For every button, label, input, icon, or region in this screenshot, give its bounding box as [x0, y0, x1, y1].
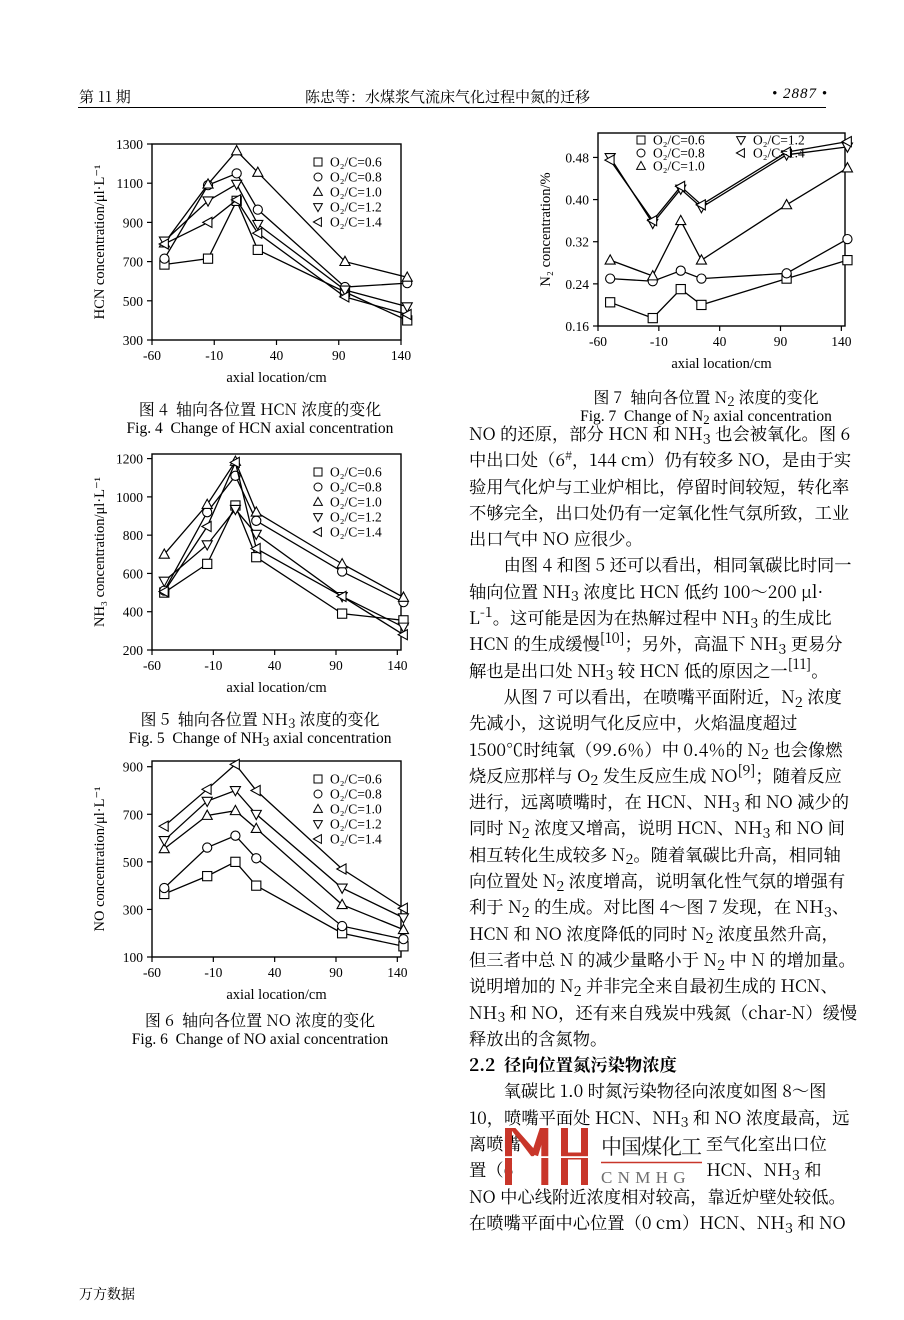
svg-text:N₂ concentration/%: N₂ concentration/%	[538, 172, 554, 286]
svg-text:axial location/cm: axial location/cm	[226, 987, 327, 1003]
svg-text:-60: -60	[143, 348, 161, 363]
svg-text:O₂/C=1.2: O₂/C=1.2	[330, 817, 382, 832]
svg-text:O₂/C=1.0: O₂/C=1.0	[653, 159, 705, 174]
svg-text:1300: 1300	[116, 137, 143, 152]
svg-text:-10: -10	[650, 334, 668, 349]
svg-text:O₂/C=0.6: O₂/C=0.6	[330, 772, 382, 787]
svg-text:NO concentration/μl·L⁻¹: NO concentration/μl·L⁻¹	[92, 787, 108, 932]
svg-text:0.40: 0.40	[565, 193, 589, 208]
svg-text:400: 400	[123, 605, 144, 620]
svg-text:800: 800	[123, 528, 144, 543]
svg-text:-10: -10	[204, 965, 222, 980]
svg-text:O₂/C=1.2: O₂/C=1.2	[330, 200, 382, 215]
svg-text:O₂/C=1.0: O₂/C=1.0	[330, 802, 382, 817]
svg-text:140: 140	[831, 334, 852, 349]
svg-text:HCN concentration/μl·L⁻¹: HCN concentration/μl·L⁻¹	[92, 165, 108, 320]
svg-text:140: 140	[391, 348, 412, 363]
svg-text:CNMHG: CNMHG	[601, 1168, 691, 1186]
svg-text:axial location/cm: axial location/cm	[671, 356, 772, 372]
svg-text:100: 100	[123, 950, 144, 965]
svg-text:90: 90	[774, 334, 788, 349]
svg-text:0.48: 0.48	[565, 150, 589, 165]
svg-text:900: 900	[123, 760, 144, 775]
svg-text:700: 700	[123, 807, 144, 822]
svg-text:O₂/C=0.8: O₂/C=0.8	[330, 480, 382, 495]
svg-text:300: 300	[123, 902, 144, 917]
svg-text:300: 300	[123, 333, 144, 348]
svg-text:-10: -10	[205, 348, 223, 363]
svg-text:140: 140	[387, 658, 408, 673]
svg-text:-60: -60	[143, 658, 161, 673]
svg-text:90: 90	[329, 965, 343, 980]
svg-text:O₂/C=1.2: O₂/C=1.2	[330, 510, 382, 525]
svg-text:O₂/C=0.8: O₂/C=0.8	[330, 170, 382, 185]
svg-text:中国煤化工: 中国煤化工	[601, 1131, 702, 1161]
svg-text:O₂/C=1.4: O₂/C=1.4	[330, 215, 382, 230]
svg-text:-60: -60	[589, 334, 607, 349]
svg-text:O₂/C=1.4: O₂/C=1.4	[330, 832, 382, 847]
svg-text:O₂/C=1.4: O₂/C=1.4	[330, 525, 382, 540]
svg-text:40: 40	[268, 658, 282, 673]
svg-text:1000: 1000	[116, 490, 143, 505]
svg-text:0.24: 0.24	[565, 277, 589, 292]
svg-text:-60: -60	[143, 965, 161, 980]
svg-text:200: 200	[123, 643, 144, 658]
svg-text:1100: 1100	[117, 176, 144, 191]
svg-text:0.32: 0.32	[565, 235, 589, 250]
svg-text:1200: 1200	[116, 452, 143, 467]
svg-text:O₂/C=1.0: O₂/C=1.0	[330, 495, 382, 510]
svg-text:40: 40	[268, 965, 282, 980]
svg-text:0.16: 0.16	[565, 319, 589, 334]
svg-text:700: 700	[123, 255, 144, 270]
svg-text:axial location/cm: axial location/cm	[226, 370, 327, 386]
svg-text:140: 140	[387, 965, 408, 980]
svg-text:90: 90	[332, 348, 346, 363]
svg-text:NH₃ concentration/μl·L⁻¹: NH₃ concentration/μl·L⁻¹	[92, 477, 108, 627]
svg-text:40: 40	[270, 348, 284, 363]
svg-text:O₂/C=1.4: O₂/C=1.4	[753, 146, 805, 161]
svg-text:O₂/C=0.6: O₂/C=0.6	[330, 155, 382, 170]
svg-text:40: 40	[713, 334, 727, 349]
svg-text:-10: -10	[204, 658, 222, 673]
svg-text:900: 900	[123, 215, 144, 230]
svg-text:axial location/cm: axial location/cm	[226, 680, 327, 696]
svg-text:600: 600	[123, 566, 144, 581]
svg-text:O₂/C=1.0: O₂/C=1.0	[330, 185, 382, 200]
svg-text:O₂/C=0.8: O₂/C=0.8	[330, 787, 382, 802]
svg-text:O₂/C=0.6: O₂/C=0.6	[330, 465, 382, 480]
svg-text:500: 500	[123, 294, 144, 309]
svg-text:90: 90	[329, 658, 343, 673]
svg-text:500: 500	[123, 855, 144, 870]
